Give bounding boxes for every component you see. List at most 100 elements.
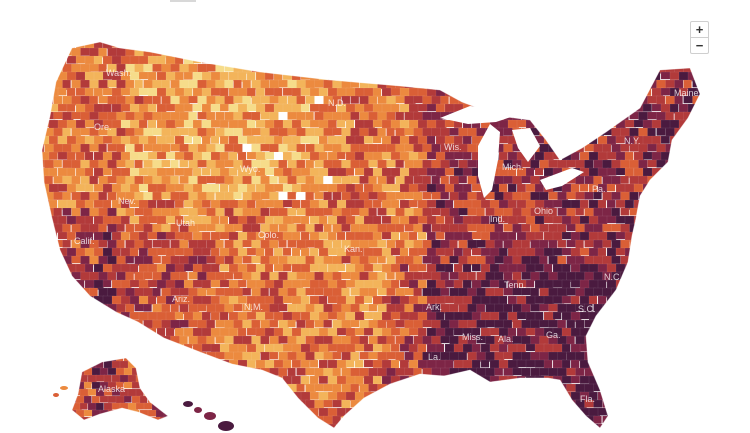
us-county-cell[interactable] (53, 287, 64, 298)
us-county-cell[interactable] (395, 383, 407, 393)
us-county-cell[interactable] (687, 151, 700, 161)
us-county-cell[interactable] (711, 240, 721, 247)
us-county-cell[interactable] (260, 191, 271, 200)
us-county-cell[interactable] (507, 55, 520, 65)
us-county-cell[interactable] (377, 367, 388, 378)
us-county-cell[interactable] (665, 271, 676, 282)
us-county-cell[interactable] (606, 311, 617, 323)
us-county-cell[interactable] (647, 335, 657, 344)
us-county-cell[interactable] (494, 271, 504, 281)
us-county-cell[interactable] (534, 183, 545, 193)
us-county-cell[interactable] (557, 367, 568, 377)
us-county-cell[interactable] (711, 224, 719, 233)
us-county-cell[interactable] (593, 287, 603, 297)
us-county-cell[interactable] (629, 303, 639, 313)
us-county-cell[interactable] (702, 352, 713, 360)
us-county-cell[interactable] (102, 343, 114, 353)
us-county-cell[interactable] (174, 119, 185, 128)
us-county-cell[interactable] (706, 56, 715, 63)
us-county-cell[interactable] (503, 367, 514, 377)
us-county-cell[interactable] (620, 47, 630, 59)
us-county-cell[interactable] (44, 95, 54, 105)
us-county-cell[interactable] (534, 327, 546, 337)
us-county-cell[interactable] (273, 311, 285, 321)
us-county-cell[interactable] (566, 127, 576, 137)
us-county-cell[interactable] (593, 191, 602, 200)
us-county-cell[interactable] (633, 295, 646, 307)
us-county-cell[interactable] (440, 47, 451, 56)
us-county-cell[interactable] (669, 103, 679, 114)
us-county-cell[interactable] (174, 215, 184, 225)
us-county-cell[interactable] (107, 191, 117, 201)
alaska-county-cell[interactable] (103, 402, 113, 412)
alaska-county-cell[interactable] (123, 367, 133, 377)
us-county-cell[interactable] (305, 95, 316, 105)
us-county-cell[interactable] (359, 175, 370, 185)
us-county-cell[interactable] (165, 343, 178, 354)
us-county-cell[interactable] (296, 47, 308, 57)
us-county-cell[interactable] (165, 167, 175, 177)
us-county-cell[interactable] (345, 119, 355, 129)
us-county-cell[interactable] (354, 263, 365, 273)
us-county-cell[interactable] (638, 351, 649, 361)
alaska-county-cell[interactable] (83, 381, 92, 389)
us-county-cell[interactable] (638, 335, 650, 346)
us-county-cell[interactable] (706, 120, 716, 130)
us-county-cell[interactable] (633, 87, 645, 99)
us-county-cell[interactable] (40, 40, 50, 49)
us-county-cell[interactable] (476, 287, 487, 297)
us-county-cell[interactable] (98, 255, 108, 265)
us-county-cell[interactable] (548, 351, 559, 361)
us-county-cell[interactable] (291, 359, 302, 369)
us-county-cell[interactable] (242, 271, 253, 281)
us-county-cell[interactable] (647, 239, 659, 249)
us-county-cell[interactable] (534, 215, 545, 225)
us-county-cell[interactable] (543, 263, 553, 273)
us-county-cell[interactable] (399, 423, 411, 433)
us-county-cell[interactable] (683, 287, 694, 298)
us-county-cell[interactable] (413, 223, 423, 233)
alaska-county-cell[interactable] (163, 367, 174, 377)
us-county-cell[interactable] (305, 367, 316, 376)
alaska-county-cell[interactable] (72, 360, 82, 370)
us-county-cell[interactable] (31, 104, 40, 111)
us-county-cell[interactable] (485, 79, 496, 89)
us-county-cell[interactable] (597, 247, 607, 258)
us-county-cell[interactable] (444, 199, 454, 210)
us-county-cell[interactable] (512, 415, 522, 425)
us-county-cell[interactable] (40, 87, 51, 97)
us-county-cell[interactable] (359, 303, 369, 312)
us-county-cell[interactable] (597, 71, 610, 81)
us-county-cell[interactable] (711, 272, 720, 282)
us-county-cell[interactable] (318, 183, 329, 192)
us-county-cell[interactable] (620, 319, 631, 329)
us-county-cell[interactable] (377, 127, 387, 139)
us-county-cell[interactable] (219, 407, 231, 418)
us-county-cell[interactable] (305, 415, 315, 426)
us-county-cell[interactable] (179, 351, 189, 361)
us-county-cell[interactable] (431, 335, 442, 346)
us-county-cell[interactable] (152, 351, 163, 362)
us-county-cell[interactable] (192, 40, 203, 50)
us-county-cell[interactable] (444, 391, 455, 402)
us-county-cell[interactable] (138, 423, 148, 433)
us-county-cell[interactable] (678, 167, 689, 178)
us-county-cell[interactable] (687, 311, 699, 322)
us-county-cell[interactable] (615, 71, 628, 81)
us-county-cell[interactable] (368, 239, 379, 248)
us-county-cell[interactable] (588, 119, 599, 128)
us-county-cell[interactable] (521, 47, 533, 57)
us-county-cell[interactable] (273, 343, 284, 353)
us-county-cell[interactable] (507, 423, 519, 432)
us-county-cell[interactable] (264, 40, 274, 50)
alaska-county-cell[interactable] (111, 374, 121, 383)
us-county-cell[interactable] (449, 127, 459, 136)
us-county-cell[interactable] (399, 71, 410, 80)
us-county-cell[interactable] (552, 407, 563, 416)
us-county-cell[interactable] (692, 399, 704, 409)
us-county-cell[interactable] (462, 167, 474, 177)
us-county-cell[interactable] (156, 71, 168, 81)
us-county-cell[interactable] (233, 383, 242, 393)
us-county-cell[interactable] (674, 303, 686, 312)
us-county-cell[interactable] (462, 247, 472, 257)
